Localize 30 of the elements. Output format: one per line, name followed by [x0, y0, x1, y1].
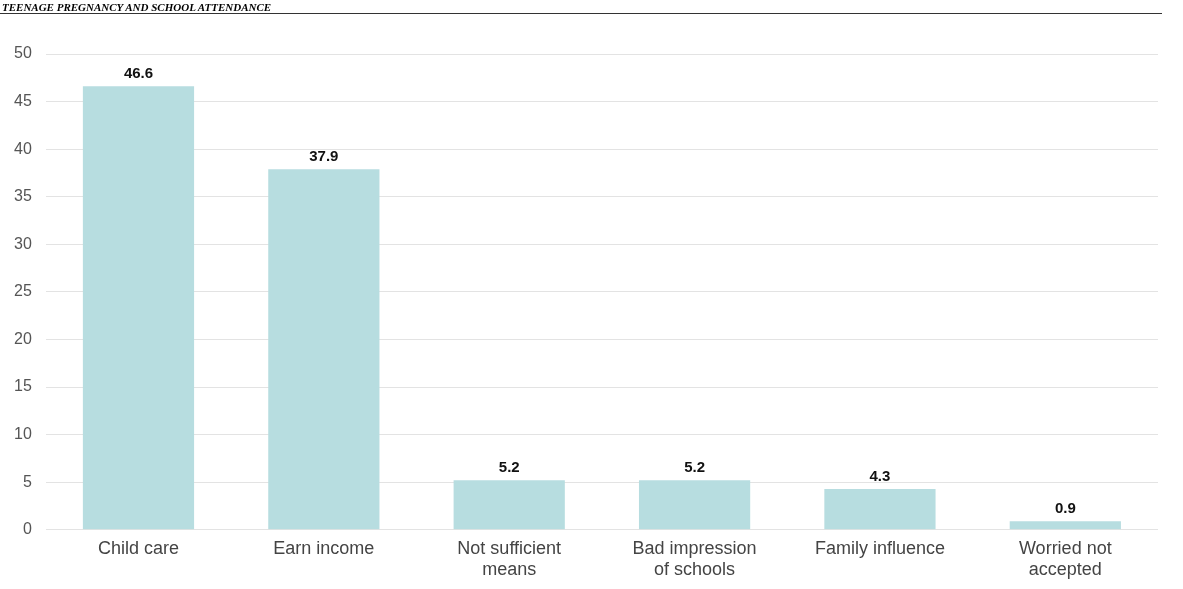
y-tick-label: 20: [14, 329, 32, 347]
data-label: 5.2: [498, 457, 520, 475]
x-tick-label: Worried not accepted: [1018, 537, 1112, 580]
x-tick-label: Child care: [97, 537, 179, 558]
y-tick-label: 45: [14, 91, 32, 109]
bar: [82, 86, 195, 530]
y-tick-label: 0: [22, 520, 32, 538]
data-label: 5.2: [684, 457, 706, 475]
x-tick-label: Family influence: [814, 537, 945, 558]
x-tick-label: Bad impression of schools: [632, 537, 757, 580]
y-tick-label: 5: [22, 472, 32, 490]
bar: [638, 480, 751, 530]
bar: [268, 169, 380, 530]
bar: [1009, 521, 1121, 530]
data-label: 37.9: [309, 146, 339, 164]
y-tick-label: 25: [14, 282, 32, 300]
y-tick-label: 35: [14, 187, 32, 205]
y-tick-label: 50: [14, 44, 32, 62]
bar: [824, 488, 936, 530]
chart-title: TEENAGE PREGNANCY AND SCHOOL ATTENDANCE: [0, 0, 1162, 14]
y-tick-label: 40: [14, 139, 32, 157]
y-tick-label: 30: [14, 234, 32, 252]
y-tick-label: 10: [14, 425, 32, 443]
data-label: 46.6: [123, 64, 154, 81]
data-label: 4.3: [869, 466, 891, 484]
bar: [453, 480, 565, 530]
x-tick-label: Earn income: [273, 537, 375, 558]
x-tick-label: Not sufficient means: [457, 537, 562, 580]
data-label: 0.9: [1054, 498, 1076, 516]
y-tick-label: 15: [14, 377, 32, 395]
